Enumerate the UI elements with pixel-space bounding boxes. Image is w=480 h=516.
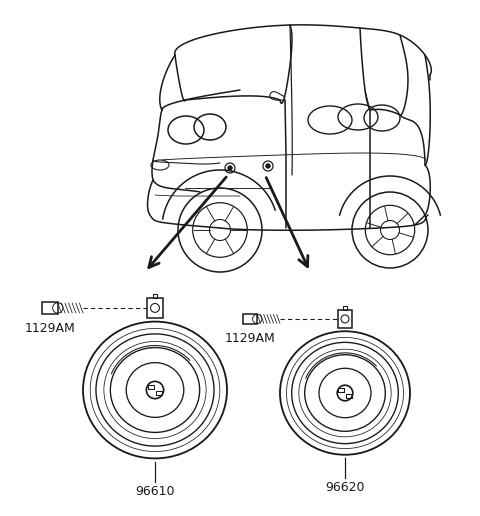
Text: 1129AM: 1129AM (24, 321, 75, 335)
Circle shape (228, 166, 232, 170)
Text: 1129AM: 1129AM (225, 332, 276, 345)
Text: 96620: 96620 (325, 481, 365, 494)
Text: 96610: 96610 (135, 485, 175, 498)
Circle shape (266, 164, 270, 168)
